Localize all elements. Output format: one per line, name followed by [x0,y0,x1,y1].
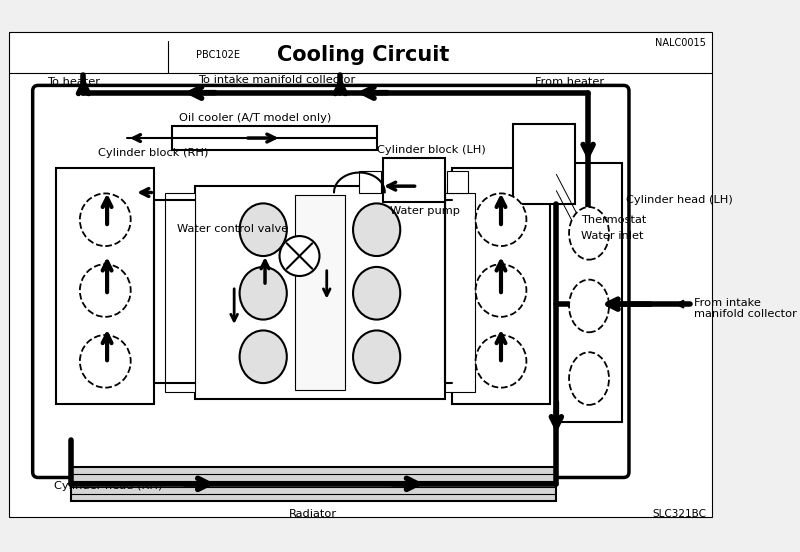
Bar [383,158,445,201]
Bar [445,193,474,392]
Ellipse shape [475,193,526,246]
Text: From intake
manifold collector: From intake manifold collector [694,298,797,320]
Ellipse shape [80,264,130,317]
Bar [165,193,195,392]
Bar [195,186,445,400]
Text: Water pump: Water pump [390,206,460,216]
Bar [295,195,345,390]
Bar [556,163,622,422]
Circle shape [279,236,319,276]
Ellipse shape [569,352,609,405]
Bar [513,124,574,204]
Text: Cylinder head (LH): Cylinder head (LH) [626,195,733,205]
Text: From heater: From heater [535,77,605,87]
Ellipse shape [353,331,400,383]
Text: Radiator: Radiator [289,509,337,519]
Ellipse shape [80,335,130,388]
Ellipse shape [569,207,609,259]
Text: Oil cooler (A/T model only): Oil cooler (A/T model only) [178,113,331,123]
Ellipse shape [569,280,609,332]
Text: PBC102E: PBC102E [196,50,240,61]
Text: SLC321BC: SLC321BC [652,509,706,519]
FancyBboxPatch shape [33,86,629,477]
Text: NALC0015: NALC0015 [655,38,706,48]
Bar [359,171,381,193]
Bar [446,171,468,193]
Bar [70,466,556,501]
Ellipse shape [353,203,400,256]
Ellipse shape [80,193,130,246]
Ellipse shape [475,335,526,388]
Text: Cylinder block (RH): Cylinder block (RH) [98,147,208,157]
Bar [173,126,377,150]
Ellipse shape [353,267,400,320]
Text: To heater: To heater [47,77,100,87]
Text: Thermostat: Thermostat [581,215,646,225]
Text: Cooling Circuit: Cooling Circuit [277,45,450,65]
Text: Water inlet: Water inlet [581,231,643,241]
Text: To intake manifold collector: To intake manifold collector [198,75,355,85]
Bar [452,168,550,404]
Ellipse shape [240,203,286,256]
Text: Cylinder block (LH): Cylinder block (LH) [377,145,486,155]
Text: Water control valve: Water control valve [177,224,288,234]
Text: Cylinder head (RH): Cylinder head (RH) [54,481,163,491]
Bar [56,168,154,404]
Ellipse shape [475,264,526,317]
Ellipse shape [240,267,286,320]
Ellipse shape [240,331,286,383]
